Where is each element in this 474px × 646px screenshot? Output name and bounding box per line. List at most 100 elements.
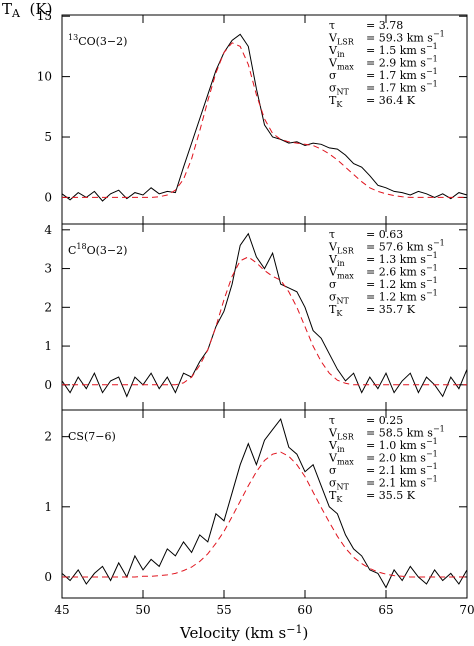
- text-part: = 2.0 km s: [366, 452, 426, 465]
- text-part: σ: [329, 477, 337, 490]
- text-part: −1: [426, 276, 438, 285]
- y-tick-label: 2: [44, 430, 52, 444]
- x-tick-label: 70: [459, 603, 474, 617]
- text-part: V: [328, 253, 338, 266]
- param-value: = 1.7 km s−1: [366, 67, 438, 82]
- text-part: −1: [433, 425, 445, 434]
- param-symbol: Vmax: [328, 452, 354, 467]
- model-line: [62, 451, 467, 578]
- text-part: ): [302, 624, 308, 642]
- y-tick-label: 0: [44, 570, 52, 584]
- x-axis-label: Velocity (km s−1): [179, 623, 308, 642]
- text-part: 13: [68, 33, 78, 42]
- y-tick-label: 1: [44, 500, 52, 514]
- param-value: = 1.3 km s−1: [366, 251, 438, 266]
- y-tick-label: 1: [44, 339, 52, 353]
- text-part: A: [11, 7, 21, 20]
- spectrum-line: [61, 418, 468, 589]
- panel-label: 13CO(3−2): [68, 33, 127, 48]
- text-part: = 57.6 km s: [366, 241, 433, 254]
- param-symbol: VLSR: [328, 241, 355, 256]
- text-part: = 0.25: [366, 414, 403, 427]
- text-part: −1: [426, 450, 438, 459]
- text-part: V: [328, 44, 338, 57]
- param-symbol: τ: [329, 414, 335, 427]
- param-value: = 2.1 km s−1: [366, 475, 438, 490]
- param-value: = 57.6 km s−1: [366, 239, 445, 254]
- text-part: in: [337, 259, 345, 268]
- x-tick-label: 50: [135, 603, 150, 617]
- text-part: LSR: [337, 247, 355, 256]
- param-value: = 0.25: [366, 414, 403, 427]
- text-part: Velocity (km s: [179, 624, 286, 642]
- text-part: −1: [426, 55, 438, 64]
- text-part: = 1.3 km s: [366, 253, 426, 266]
- param-value: = 1.2 km s−1: [366, 276, 438, 291]
- param-value: = 1.2 km s−1: [366, 289, 438, 304]
- text-part: NT: [337, 483, 350, 492]
- text-part: LSR: [337, 433, 355, 442]
- param-symbol: Vmax: [328, 57, 354, 72]
- text-part: = 1.7 km s: [366, 69, 426, 82]
- text-part: 18: [76, 242, 86, 251]
- text-part: = 1.2 km s: [366, 291, 426, 304]
- text-part: −1: [433, 30, 445, 39]
- text-part: τ: [329, 414, 335, 427]
- text-part: σ: [329, 69, 337, 82]
- param-value: = 2.6 km s−1: [366, 264, 438, 279]
- panel-label: CS(7−6): [68, 430, 116, 443]
- param-symbol: σ: [329, 278, 337, 291]
- param-value: = 35.7 K: [366, 303, 416, 316]
- text-part: V: [328, 57, 338, 70]
- param-value: = 2.1 km s−1: [366, 462, 438, 477]
- text-part: K: [336, 495, 343, 504]
- param-symbol: σNT: [329, 291, 350, 306]
- x-tick-label: 60: [297, 603, 312, 617]
- text-part: = 1.5 km s: [366, 44, 426, 57]
- param-value: = 3.78: [366, 19, 403, 32]
- text-part: = 36.4 K: [366, 94, 416, 107]
- y-tick-label: 0: [44, 190, 52, 204]
- text-part: T: [329, 303, 337, 316]
- param-value: = 58.5 km s−1: [366, 425, 445, 440]
- text-part: in: [337, 445, 345, 454]
- text-part: = 3.78: [366, 19, 403, 32]
- text-part: max: [337, 63, 354, 72]
- x-tick-label: 65: [378, 603, 393, 617]
- spectrum-line: [61, 33, 468, 202]
- param-symbol: Vin: [328, 439, 345, 454]
- param-symbol: τ: [329, 19, 335, 32]
- text-part: σ: [329, 291, 337, 304]
- text-part: max: [337, 272, 354, 281]
- param-value: = 2.0 km s−1: [366, 450, 438, 465]
- text-part: O(3−2): [87, 244, 128, 257]
- y-axis-label: TA (K): [2, 0, 52, 20]
- y-tick-label: 5: [44, 130, 52, 144]
- x-tick-label: 45: [54, 603, 69, 617]
- text-part: LSR: [337, 38, 355, 47]
- y-tick-label: 4: [44, 223, 52, 237]
- param-symbol: TK: [329, 303, 343, 318]
- plot-frame: [61, 409, 468, 599]
- param-symbol: τ: [329, 228, 335, 241]
- text-part: V: [328, 32, 338, 45]
- param-value: = 35.5 K: [366, 489, 416, 502]
- param-symbol: σ: [329, 464, 337, 477]
- text-part: −1: [426, 251, 438, 260]
- text-part: = 58.5 km s: [366, 427, 433, 440]
- panel-label: C18O(3−2): [68, 242, 127, 257]
- text-part: T: [329, 489, 337, 502]
- spectrum-line: [61, 232, 468, 398]
- text-part: −1: [426, 475, 438, 484]
- param-value: = 59.3 km s−1: [366, 30, 445, 45]
- x-tick-label: 55: [216, 603, 231, 617]
- text-part: V: [328, 452, 338, 465]
- text-part: CS(7−6): [68, 430, 116, 443]
- text-part: NT: [337, 297, 350, 306]
- text-part: σ: [329, 278, 337, 291]
- text-part: V: [328, 439, 338, 452]
- param-symbol: VLSR: [328, 427, 355, 442]
- text-part: T: [329, 94, 337, 107]
- text-part: τ: [329, 19, 335, 32]
- text-part: V: [328, 266, 338, 279]
